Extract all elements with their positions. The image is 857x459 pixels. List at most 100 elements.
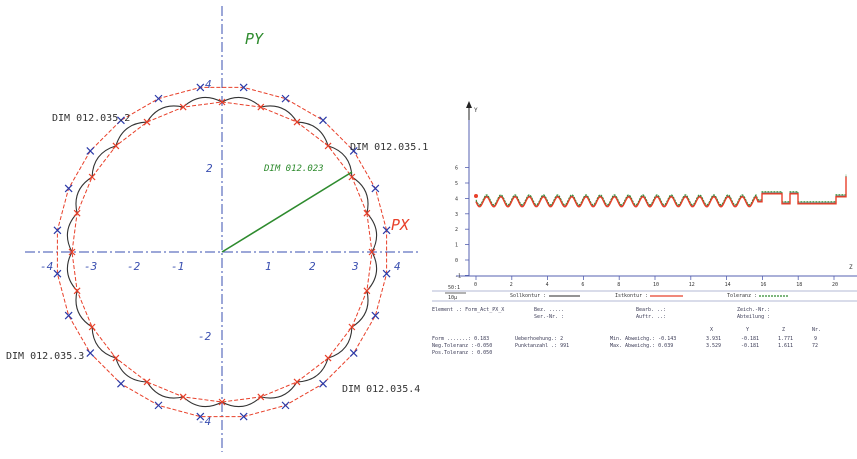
profile-x-tick: 20	[832, 282, 838, 288]
report-bearb: Bearb. ..:	[636, 307, 666, 313]
report-col-y: Y	[746, 327, 749, 333]
report-col-z: Z	[782, 327, 785, 333]
legend-ist-label: Istkontur :	[615, 293, 648, 299]
outer-point-marker	[196, 83, 205, 92]
inner-point-marker	[218, 398, 226, 406]
outer-point-marker	[281, 401, 290, 410]
report-zeich: Zeich.-Nr.:	[737, 307, 770, 313]
inner-point-marker	[112, 142, 120, 150]
profile-x-tick: 6	[581, 282, 584, 288]
inner-point-marker	[368, 248, 376, 256]
legend-scale-bottom: 10µ	[448, 295, 457, 301]
report-max-nr: 72	[812, 343, 818, 349]
profile-x-tick: 10	[653, 282, 659, 288]
outer-point-marker	[154, 401, 163, 410]
report-min-nr: 9	[814, 336, 817, 342]
outer-point-marker	[117, 116, 125, 125]
inner-point-marker	[218, 98, 226, 106]
inner-point-marker	[88, 173, 96, 181]
inner-point-marker	[143, 118, 151, 126]
outer-point-marker	[371, 184, 380, 193]
outer-point-marker	[154, 94, 163, 103]
x-tick: 2	[309, 260, 316, 273]
outer-point-marker	[86, 147, 95, 155]
profile-x-tick: 14	[725, 282, 731, 288]
polar-plot: PY PX -4 -3 -2 -1 1 2 3 4 4 2 -2 -4 DIM …	[6, 6, 428, 452]
outer-point-marker	[319, 116, 327, 125]
x-tick: 3	[351, 260, 359, 273]
outer-point-marker	[349, 147, 358, 155]
y-tick: 2	[206, 162, 213, 175]
ist-contour-line	[475, 176, 847, 208]
profile-y-tick: 6	[455, 166, 458, 172]
inner-point-marker	[293, 378, 301, 386]
report-ser: Ser.-Nr. :	[534, 314, 564, 320]
inner-point-marker	[363, 287, 371, 295]
x-tick: 4	[394, 260, 401, 273]
inner-point-marker	[324, 354, 332, 362]
inner-point-marker	[73, 287, 81, 295]
dim-label-4: DIM 012.035.4	[342, 384, 420, 395]
report-element: Element .: Form_Act_PX_X	[432, 307, 504, 313]
polar-contours	[53, 83, 391, 421]
polar-y-axis-label: PY	[245, 30, 264, 48]
outer-point-marker	[196, 412, 205, 421]
inner-point-marker	[112, 354, 120, 362]
profile-y-tick: 4	[455, 196, 458, 202]
report-bez: Bez. .....	[534, 307, 564, 313]
radius-line	[221, 171, 353, 253]
inner-point-marker	[324, 142, 332, 150]
profile-y-tick: 0	[455, 258, 458, 264]
dim-label-3: DIM 012.035.3	[6, 351, 84, 362]
radius-dim-label: DIM 012.023	[263, 164, 324, 174]
outer-point-marker	[239, 412, 248, 421]
profile-y-tick: 2	[455, 227, 458, 233]
profile-y-arrow-head	[466, 101, 472, 108]
report-max-x: 3.529	[706, 343, 721, 349]
report-min-abw: Min. Abweichg.: -0.143	[610, 336, 676, 342]
profile-y-axis-label: Y	[474, 107, 478, 114]
profile-x-tick: 16	[760, 282, 766, 288]
profile-x-tick: 18	[796, 282, 802, 288]
x-tick: -2	[127, 260, 141, 273]
outer-point-marker	[53, 226, 62, 235]
inner-point-marker	[179, 393, 187, 401]
inner-point-marker	[73, 209, 81, 217]
report-block: Element .: Form_Act_PX_X Bez. ..... Ser.…	[432, 307, 821, 356]
profile-x-axis-label: Z	[849, 264, 853, 271]
legend-scale-top: 50:1	[448, 285, 460, 291]
report-min-y: -0.181	[741, 336, 759, 342]
report-min-x: 3.931	[706, 336, 721, 342]
inner-point-marker	[257, 393, 265, 401]
outer-point-marker	[86, 349, 95, 357]
report-punkt: Punktanzahl .: 991	[515, 343, 569, 349]
report-col-nr: Nr.	[812, 327, 821, 333]
x-tick: -1	[171, 260, 184, 273]
report-ueber: Ueberhoehung.: 2	[515, 336, 563, 342]
inner-point-marker	[348, 173, 356, 181]
tolerance-line	[475, 174, 847, 206]
report-max-z: 1.611	[778, 343, 793, 349]
dim-label-2: DIM 012.035.2	[52, 113, 130, 124]
profile-x-tick: 4	[546, 282, 549, 288]
outer-point-marker	[349, 349, 358, 357]
dim-label-1: DIM 012.035.1	[350, 142, 428, 153]
report-form: Form .......: 0.183	[432, 336, 489, 342]
inner-point-marker	[348, 323, 356, 331]
polar-x-axis-label: PX	[391, 216, 410, 234]
report-max-y: -0.181	[741, 343, 759, 349]
inner-point-marker	[293, 118, 301, 126]
profile-x-tick: 12	[689, 282, 695, 288]
inner-point-marker	[143, 378, 151, 386]
profile-x-tick: 2	[510, 282, 513, 288]
outer-point-marker	[371, 311, 380, 320]
profile-start-marker	[474, 194, 478, 198]
polar-y-ticks: 4 2 -2 -4	[198, 78, 213, 428]
profile-y-tick: 3	[455, 212, 458, 218]
profile-y-tick: 5	[455, 181, 458, 187]
outer-point-marker	[64, 184, 73, 193]
outer-point-marker	[239, 83, 248, 92]
